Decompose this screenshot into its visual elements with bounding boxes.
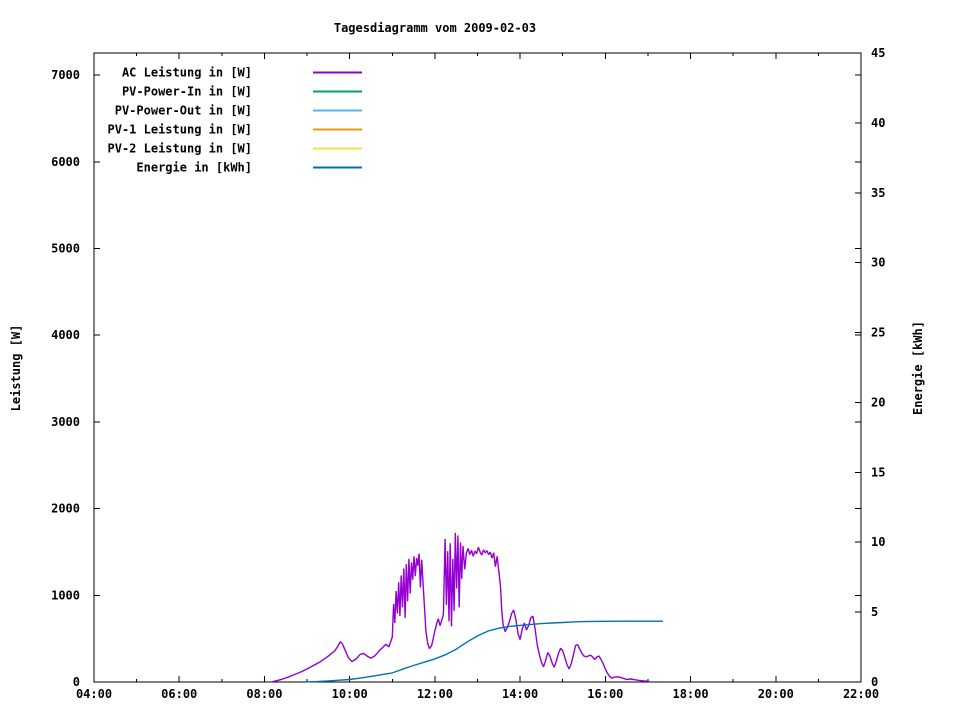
series-ac-leistung [270, 532, 651, 683]
y-right-tick-label: 35 [871, 186, 885, 200]
y-axis-label-left: Leistung [W] [9, 324, 23, 412]
y-right-tick-label: 25 [871, 326, 885, 340]
y-right-tick-label: 10 [871, 535, 885, 549]
y-right-tick-label: 20 [871, 395, 885, 409]
x-tick-label: 18:00 [672, 687, 708, 701]
x-tick-label: 20:00 [758, 687, 794, 701]
legend-label: Energie in [kWh] [136, 161, 252, 175]
x-tick-label: 08:00 [246, 687, 282, 701]
y-right-tick-label: 30 [871, 256, 885, 270]
y-right-tick-label: 0 [871, 675, 878, 689]
y-right-tick-label: 5 [871, 605, 878, 619]
y-left-tick-label: 4000 [51, 328, 80, 342]
x-tick-label: 16:00 [587, 687, 623, 701]
y-left-tick-label: 3000 [51, 415, 80, 429]
y-right-tick-label: 15 [871, 465, 885, 479]
x-tick-label: 04:00 [76, 687, 112, 701]
legend-label: PV-1 Leistung in [W] [108, 123, 253, 137]
y-left-tick-label: 6000 [51, 155, 80, 169]
x-tick-label: 22:00 [843, 687, 879, 701]
y-left-tick-label: 5000 [51, 242, 80, 256]
y-axis-label-right: Energie [kWh] [911, 321, 925, 415]
series-energie [302, 620, 663, 683]
y-left-tick-label: 1000 [51, 588, 80, 602]
x-tick-label: 10:00 [332, 687, 368, 701]
y-right-tick-label: 40 [871, 116, 885, 130]
legend-label: PV-2 Leistung in [W] [108, 142, 253, 156]
y-left-tick-label: 2000 [51, 502, 80, 516]
y-left-tick-label: 7000 [51, 68, 80, 82]
x-tick-label: 14:00 [502, 687, 538, 701]
legend-label: PV-Power-In in [W] [122, 85, 252, 99]
x-tick-label: 06:00 [161, 687, 197, 701]
chart-title: Tagesdiagramm vom 2009-02-03 [333, 21, 537, 35]
y-left-tick-label: 0 [73, 675, 80, 689]
legend-label: AC Leistung in [W] [122, 66, 252, 80]
x-tick-label: 12:00 [417, 687, 453, 701]
legend-label: PV-Power-Out in [W] [115, 104, 252, 118]
y-right-tick-label: 45 [871, 46, 885, 60]
